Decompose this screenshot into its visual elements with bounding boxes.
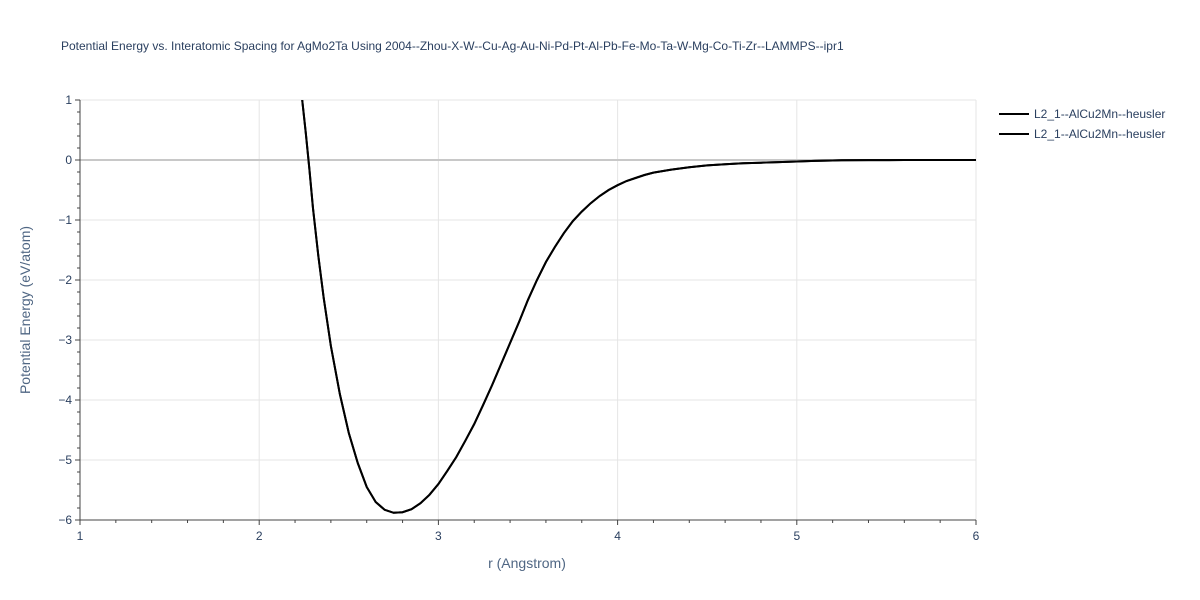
x-tick-label: 5 bbox=[793, 529, 800, 543]
legend-item-2[interactable]: L2_1--AlCu2Mn--heusler bbox=[999, 127, 1165, 141]
y-tick-label: −3 bbox=[58, 333, 72, 347]
series-line-1 bbox=[301, 100, 976, 514]
series-line-2 bbox=[301, 100, 976, 514]
y-axis-title: Potential Energy (eV/atom) bbox=[17, 226, 33, 394]
y-tick-label: 0 bbox=[65, 153, 72, 167]
axes: 1 2 3 4 5 6 1 0 −1 −2 −3 −4 −5 −6 bbox=[58, 93, 979, 543]
y-tick-label: −2 bbox=[58, 273, 72, 287]
legend-label: L2_1--AlCu2Mn--heusler bbox=[1034, 107, 1165, 121]
grid-lines bbox=[80, 99, 977, 520]
legend-item-1[interactable]: L2_1--AlCu2Mn--heusler bbox=[999, 107, 1165, 121]
chart-title: Potential Energy vs. Interatomic Spacing… bbox=[61, 39, 844, 53]
y-tick-label: −6 bbox=[58, 513, 72, 527]
y-tick-label: −1 bbox=[58, 213, 72, 227]
legend[interactable]: L2_1--AlCu2Mn--heusler L2_1--AlCu2Mn--heu… bbox=[999, 107, 1165, 141]
x-tick-label: 6 bbox=[973, 529, 980, 543]
series-lines bbox=[301, 100, 976, 514]
x-tick-label: 4 bbox=[614, 529, 621, 543]
x-tick-label: 1 bbox=[77, 529, 84, 543]
x-tick-label: 2 bbox=[256, 529, 263, 543]
x-tick-label: 3 bbox=[435, 529, 442, 543]
y-tick-label: −4 bbox=[58, 393, 72, 407]
legend-label: L2_1--AlCu2Mn--heusler bbox=[1034, 127, 1165, 141]
x-axis-title: r (Angstrom) bbox=[488, 555, 566, 571]
y-tick-label: 1 bbox=[65, 93, 72, 107]
y-tick-label: −5 bbox=[58, 453, 72, 467]
